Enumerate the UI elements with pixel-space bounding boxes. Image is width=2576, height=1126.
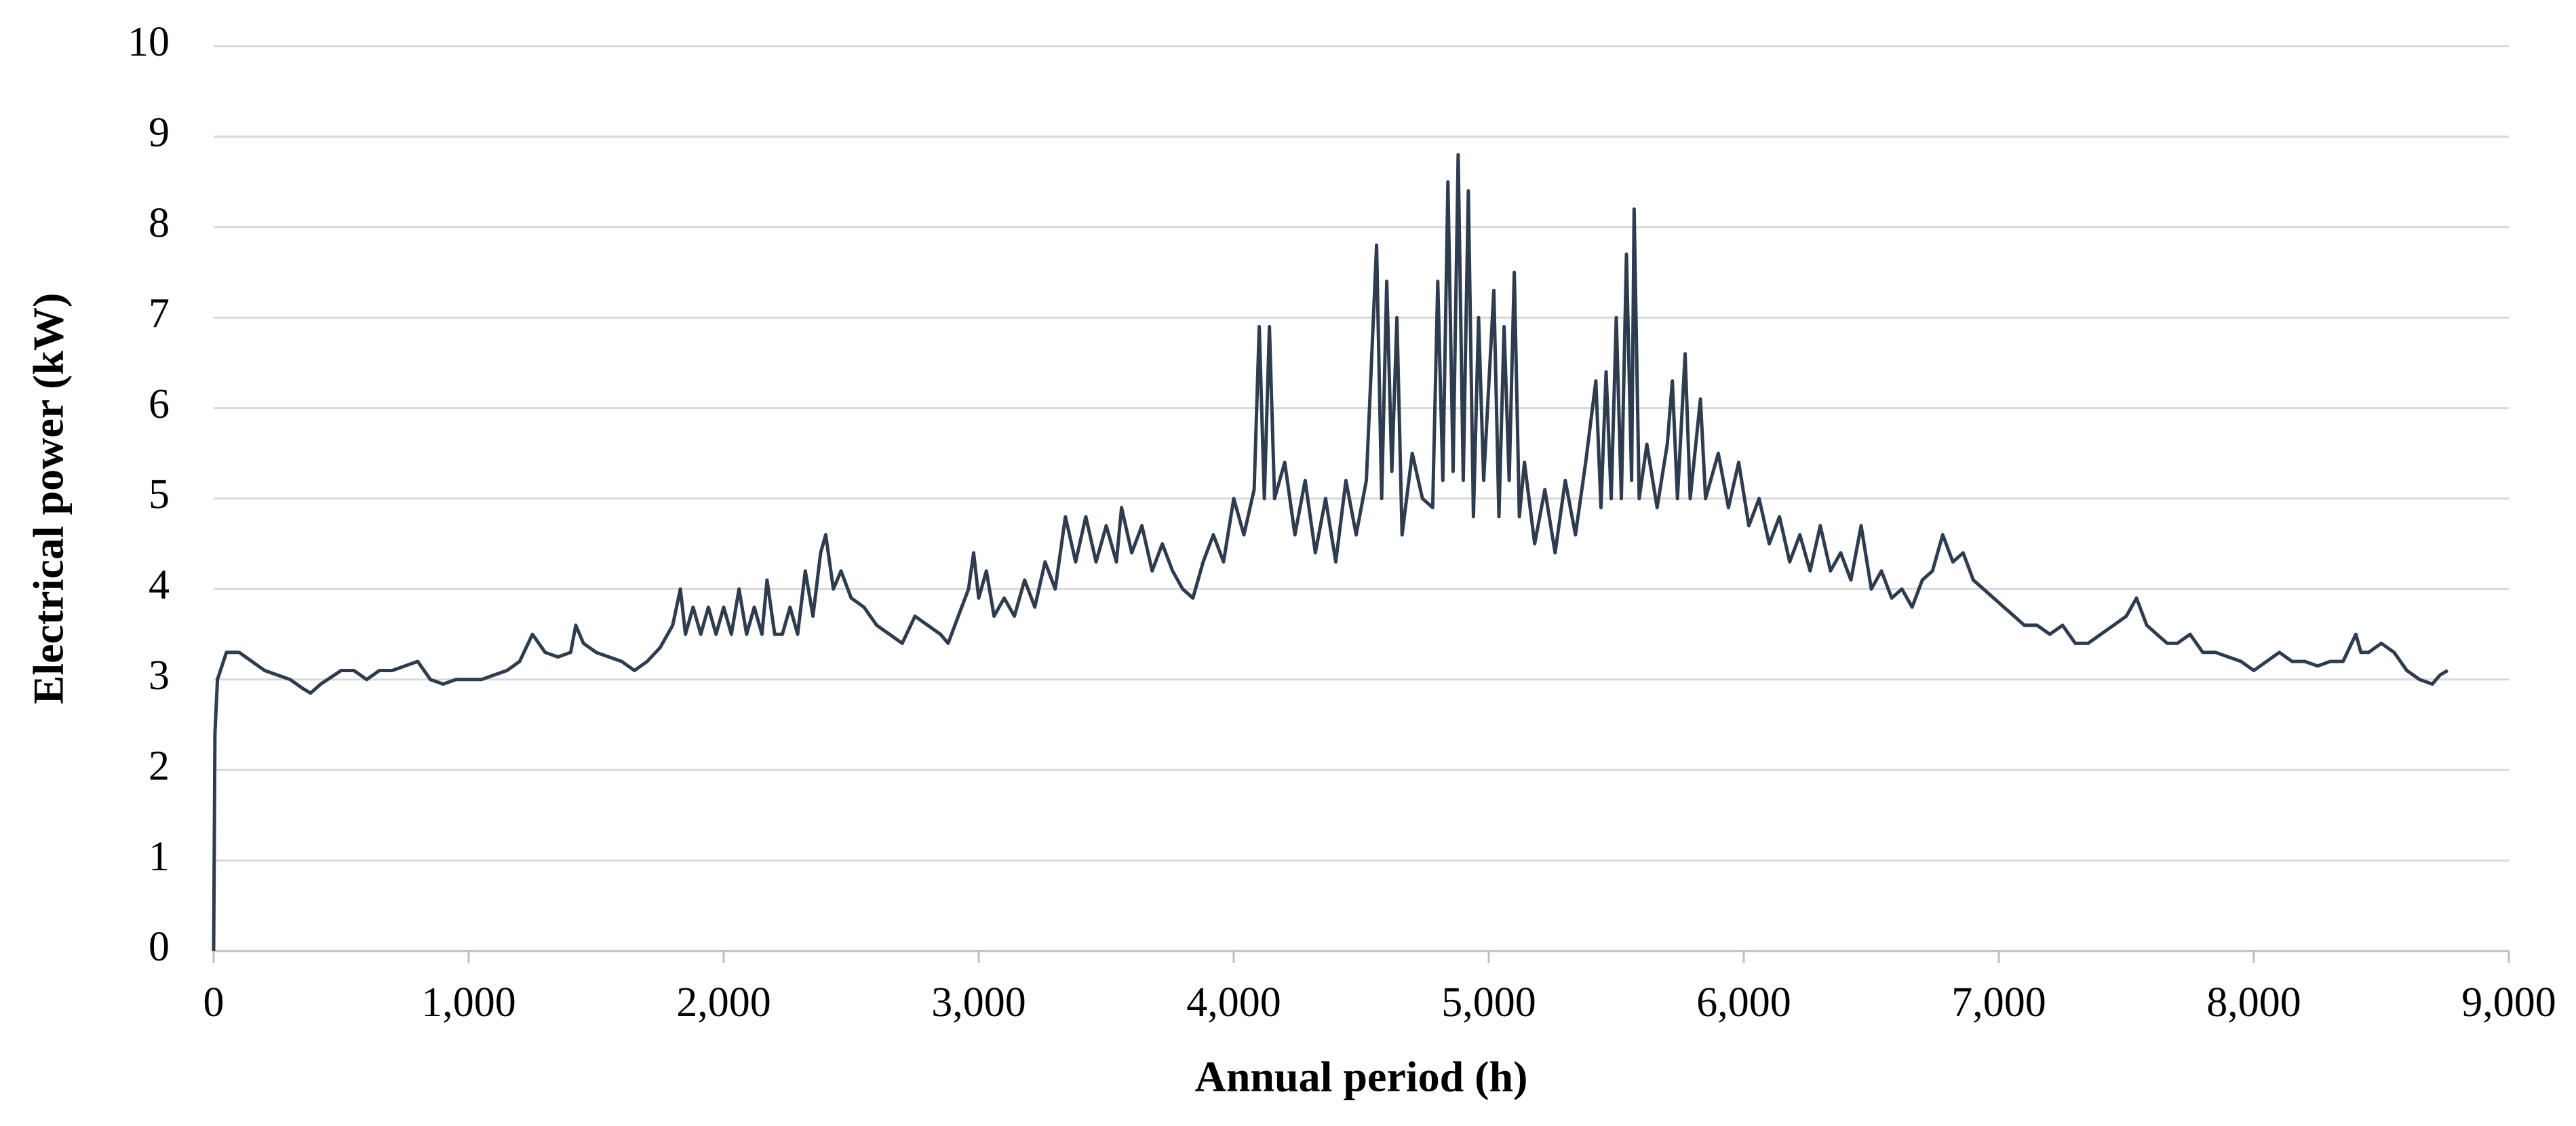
y-tick-label: 2: [149, 743, 170, 789]
y-tick-label: 0: [149, 924, 170, 970]
y-axis-title: Electrical power (kW): [24, 293, 73, 705]
x-tick-label: 3,000: [931, 979, 1026, 1026]
x-tick-label: 9,000: [2461, 979, 2556, 1026]
y-tick-label: 6: [149, 381, 170, 427]
x-tick-label: 6,000: [1696, 979, 1791, 1026]
data-line: [212, 153, 2449, 952]
x-tick-label: 7,000: [1951, 979, 2046, 1026]
x-tick-label: 8,000: [2206, 979, 2301, 1026]
x-tick-label: 1,000: [421, 979, 516, 1026]
y-tick-label: 8: [149, 200, 170, 246]
x-tick-label: 2,000: [676, 979, 771, 1026]
x-tick-label: 0: [203, 979, 225, 1026]
y-tick-label: 1: [149, 834, 170, 880]
x-tick-label: 5,000: [1441, 979, 1536, 1026]
y-tick-label: 9: [149, 110, 170, 156]
y-tick-label: 4: [149, 562, 170, 608]
x-tick-label: 4,000: [1186, 979, 1281, 1026]
y-tick-label: 5: [149, 471, 170, 518]
y-tick-label: 10: [128, 19, 170, 65]
y-tick-label: 7: [149, 290, 170, 336]
y-tick-label: 3: [149, 653, 170, 699]
x-axis-title: Annual period (h): [1195, 1053, 1528, 1101]
